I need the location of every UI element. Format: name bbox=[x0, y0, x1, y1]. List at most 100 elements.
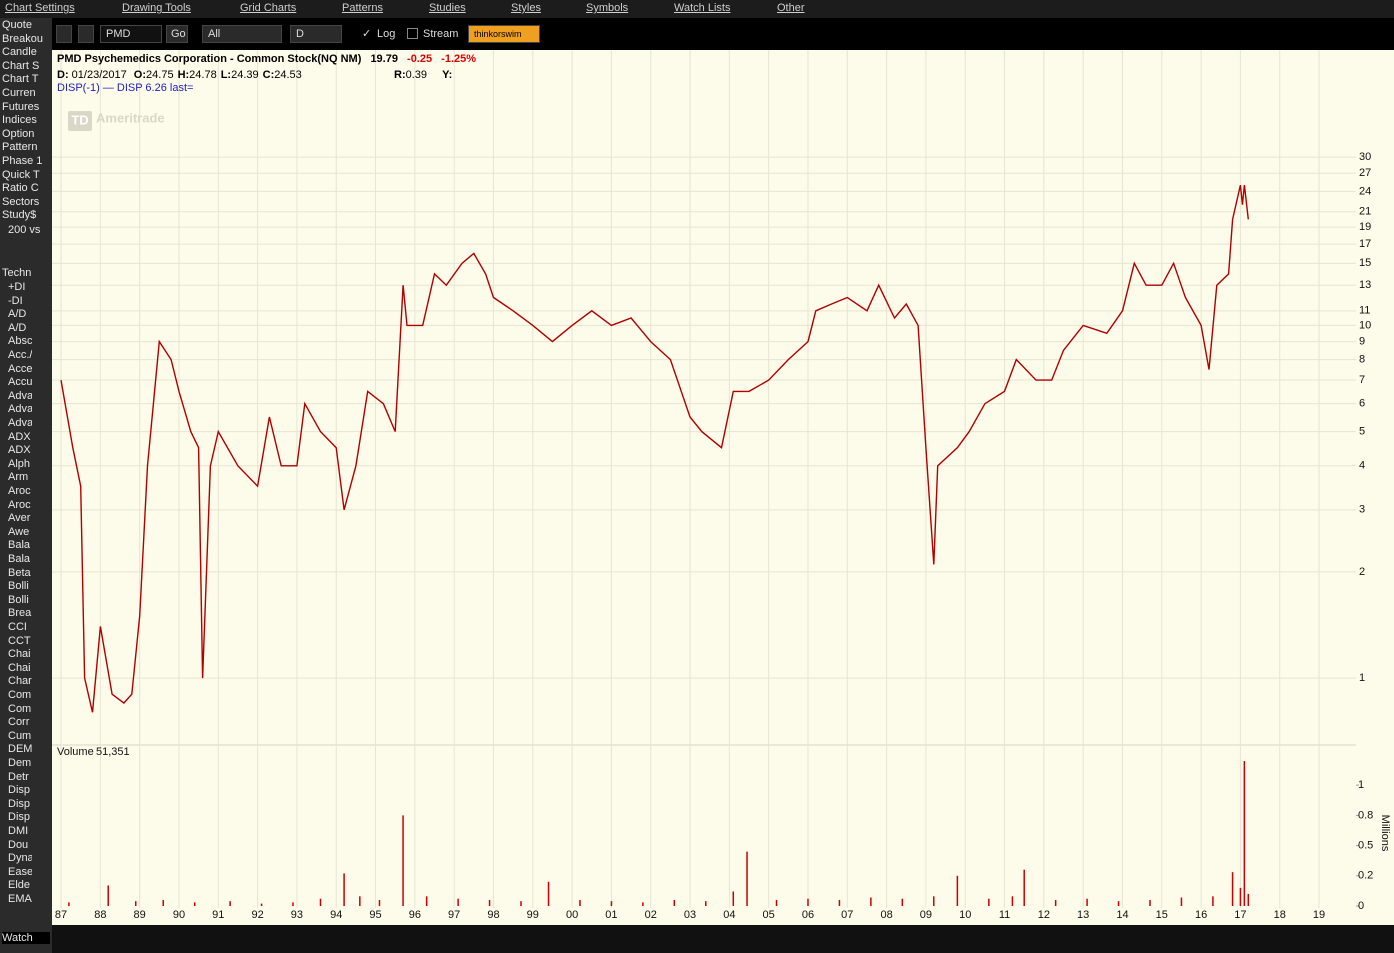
sidebar-item[interactable]: Quote bbox=[2, 19, 32, 31]
sidebar-item[interactable]: Watch bbox=[2, 932, 50, 944]
study-item[interactable]: Acce bbox=[8, 362, 32, 375]
study-item[interactable]: ADX bbox=[8, 430, 31, 443]
study-item[interactable]: CCT bbox=[8, 634, 31, 647]
x-tick-label: 94 bbox=[330, 909, 342, 921]
back-button[interactable] bbox=[56, 25, 72, 43]
log-label: Log bbox=[377, 28, 396, 40]
study-item[interactable]: Ease bbox=[8, 865, 32, 878]
study-item[interactable]: Aroc bbox=[8, 485, 31, 497]
menu-item[interactable]: Studies bbox=[429, 2, 466, 14]
sidebar-item[interactable]: Phase 1 bbox=[2, 155, 43, 167]
x-tick-label: 06 bbox=[802, 909, 814, 921]
study-item[interactable]: Bolli bbox=[8, 593, 29, 606]
sidebar-item[interactable]: Curren bbox=[2, 87, 36, 99]
study-item[interactable]: EMA bbox=[8, 893, 32, 905]
x-tick-label: 08 bbox=[880, 909, 892, 921]
stream-checkbox[interactable] bbox=[407, 28, 418, 39]
ohlc-value: 24.75 bbox=[146, 69, 174, 81]
menu-item[interactable]: Patterns bbox=[342, 2, 383, 14]
study-item[interactable]: Corr bbox=[8, 716, 30, 729]
sidebar-item[interactable]: Pattern bbox=[2, 141, 38, 154]
study-item[interactable]: -DI bbox=[8, 294, 23, 307]
study-item[interactable]: Detr bbox=[8, 770, 29, 783]
x-tick-label: 93 bbox=[291, 909, 303, 921]
study-item[interactable]: Com bbox=[8, 689, 32, 701]
forward-button[interactable] bbox=[78, 25, 94, 43]
sidebar-item[interactable]: Ratio C bbox=[2, 182, 39, 195]
sidebar-item[interactable]: Breakou bbox=[2, 32, 43, 45]
menu-item[interactable]: Symbols bbox=[586, 2, 629, 14]
sidebar-item[interactable]: Quick T bbox=[2, 168, 40, 181]
menu-item[interactable]: Other bbox=[777, 2, 805, 14]
study-item[interactable]: A/D bbox=[8, 321, 27, 334]
volume-tick-label: 0.2 bbox=[1358, 870, 1373, 882]
study-item[interactable]: Chai bbox=[8, 648, 31, 661]
study-item[interactable]: ADX bbox=[8, 444, 31, 457]
study-item[interactable]: Cum bbox=[8, 729, 32, 742]
menu-item[interactable]: Chart Settings bbox=[5, 2, 75, 14]
study-item[interactable]: Alph bbox=[8, 457, 31, 470]
sidebar-section[interactable]: Techn bbox=[2, 267, 32, 279]
sidebar-item[interactable]: Chart T bbox=[2, 73, 39, 86]
study-item[interactable]: Bala bbox=[8, 553, 31, 565]
date: 01/23/2017 bbox=[71, 69, 127, 81]
sidebar-item[interactable]: Candle bbox=[2, 46, 37, 59]
menu-item[interactable]: Watch Lists bbox=[674, 2, 731, 14]
study-item[interactable]: Disp bbox=[8, 784, 31, 797]
study-item[interactable]: Aver bbox=[8, 512, 31, 525]
study-item[interactable]: Disp bbox=[8, 797, 31, 810]
study-item[interactable]: Accu bbox=[8, 376, 32, 389]
study-item[interactable]: Chai bbox=[8, 661, 31, 674]
menu-item[interactable]: Styles bbox=[511, 2, 541, 14]
watermark-logo: TD bbox=[71, 112, 88, 127]
log-checkbox[interactable]: ✓ bbox=[362, 28, 372, 40]
sidebar-item[interactable]: Indices bbox=[2, 114, 37, 127]
study-item[interactable]: Dou bbox=[8, 838, 29, 851]
study-item[interactable]: Adva bbox=[8, 403, 32, 416]
study-item[interactable]: Absc bbox=[8, 335, 32, 348]
study-item[interactable]: Adva bbox=[8, 389, 32, 402]
study-item[interactable]: A/D bbox=[8, 308, 27, 321]
study-item[interactable]: Disp bbox=[8, 811, 31, 824]
x-tick-label: 01 bbox=[605, 909, 617, 921]
x-tick-label: 19 bbox=[1313, 909, 1325, 921]
study-item[interactable]: CCI bbox=[8, 621, 27, 633]
study-item[interactable]: Dem bbox=[8, 757, 32, 769]
study-item[interactable]: DEM bbox=[8, 743, 32, 756]
study-item[interactable]: Awe bbox=[8, 525, 30, 538]
r-label: R: bbox=[394, 69, 406, 81]
sidebar-item[interactable]: Option bbox=[2, 127, 35, 140]
y-tick-label: 19 bbox=[1359, 221, 1371, 233]
study-item[interactable]: Dyna bbox=[8, 852, 32, 865]
x-tick-label: 88 bbox=[94, 909, 106, 921]
scrollbar[interactable] bbox=[52, 925, 1394, 953]
sidebar-item: 200 vs bbox=[8, 224, 41, 236]
sidebar-item[interactable]: Futures bbox=[2, 100, 40, 113]
study-item[interactable]: Bolli bbox=[8, 580, 29, 593]
sidebar-item[interactable]: Chart S bbox=[2, 59, 40, 72]
toolbar: PMD Go All D ✓ Log Stream thinkorswim bbox=[52, 18, 1394, 50]
brand-button[interactable]: thinkorswim bbox=[468, 25, 540, 43]
period-select[interactable]: D bbox=[290, 25, 342, 43]
study-item[interactable]: Adva bbox=[8, 417, 32, 429]
study-item[interactable]: Arm bbox=[8, 471, 29, 484]
study-item[interactable]: Elde bbox=[8, 879, 31, 892]
symbol-input[interactable]: PMD bbox=[100, 25, 162, 43]
go-button[interactable]: Go bbox=[166, 25, 188, 43]
study-item[interactable]: Aroc bbox=[8, 498, 31, 511]
study-item[interactable]: Char bbox=[8, 675, 32, 688]
range-select[interactable]: All bbox=[202, 25, 282, 43]
sidebar-item[interactable]: Sectors bbox=[2, 195, 40, 208]
study-item[interactable]: Com bbox=[8, 702, 32, 715]
sidebar-item[interactable]: Study$ bbox=[2, 209, 37, 222]
y-tick-label: 9 bbox=[1359, 335, 1365, 347]
y-tick-label: 3 bbox=[1359, 504, 1365, 516]
menu-item[interactable]: Grid Charts bbox=[240, 2, 297, 14]
study-item[interactable]: Brea bbox=[8, 607, 32, 620]
study-item[interactable]: Bala bbox=[8, 539, 31, 552]
study-item[interactable]: Acc./ bbox=[8, 349, 32, 361]
study-item[interactable]: DMI bbox=[8, 825, 29, 837]
menu-item[interactable]: Drawing Tools bbox=[122, 2, 191, 14]
study-item[interactable]: Beta bbox=[8, 566, 31, 579]
study-item[interactable]: +DI bbox=[8, 281, 26, 293]
